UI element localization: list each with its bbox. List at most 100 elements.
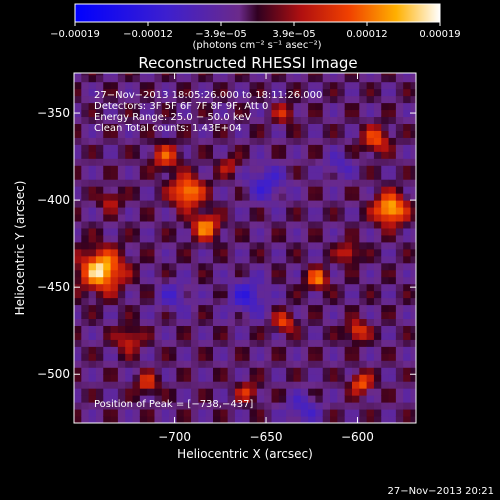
heatmap-pixel [249,95,258,104]
heatmap-pixel [308,360,316,368]
heatmap-pixel [381,207,390,215]
heatmap-pixel [395,311,404,320]
heatmap-pixel [293,234,302,243]
heatmap-pixel [161,241,170,250]
heatmap-pixel [300,332,309,340]
heatmap-pixel [373,74,382,83]
heatmap-pixel [410,73,416,76]
heatmap-pixel [110,234,119,243]
heatmap-pixel [337,283,346,292]
heatmap-pixel [330,304,338,313]
heatmap-pixel [344,276,353,285]
heatmap-pixel [117,116,126,124]
heatmap-pixel [308,116,316,124]
heatmap-pixel [169,227,177,236]
heatmap-pixel [220,325,229,333]
heatmap-pixel [205,137,214,145]
heatmap-pixel [154,74,163,83]
heatmap-pixel [205,339,214,347]
heatmap-pixel [322,151,331,159]
heatmap-pixel [176,276,185,285]
heatmap-pixel [271,304,280,313]
heatmap-pixel [183,73,192,76]
heatmap-pixel [81,109,90,118]
heatmap-pixel [278,186,287,194]
heatmap-pixel [81,332,90,340]
heatmap-pixel [220,311,229,320]
heatmap-pixel [403,137,412,145]
heatmap-pixel [117,269,126,278]
heatmap-pixel [205,81,214,90]
heatmap-pixel [95,73,104,76]
heatmap-pixel [191,214,199,222]
heatmap-pixel [315,353,324,361]
heatmap-pixel [176,297,185,306]
heatmap-pixel [308,207,316,215]
heatmap-pixel [161,158,170,166]
heatmap-pixel [271,186,280,194]
heatmap-pixel [264,409,273,417]
heatmap-pixel [191,276,199,285]
heatmap-pixel [388,311,397,320]
heatmap-pixel [293,416,302,423]
heatmap-pixel [330,388,338,396]
heatmap-pixel [81,325,90,333]
heatmap-pixel [300,172,309,180]
heatmap-pixel [322,332,331,340]
heatmap-pixel [205,158,214,166]
heatmap-pixel [198,325,207,333]
heatmap-pixel [315,102,324,111]
heatmap-pixel [110,165,119,173]
heatmap-pixel [381,74,390,83]
heatmap-pixel [103,186,112,194]
heatmap-pixel [351,200,360,208]
heatmap-pixel [227,172,236,180]
heatmap-pixel [110,269,119,278]
heatmap-pixel [74,325,82,333]
heatmap-pixel [366,290,375,299]
heatmap-pixel [95,200,104,208]
heatmap-pixel [176,95,185,104]
heatmap-pixel [278,262,287,271]
heatmap-pixel [359,276,368,285]
heatmap-pixel [154,116,163,124]
heatmap-pixel [154,102,163,111]
heatmap-pixel [88,255,97,264]
heatmap-pixel [161,88,170,97]
heatmap-pixel [183,416,192,423]
heatmap-pixel [198,248,207,257]
heatmap-pixel [293,248,302,257]
heatmap-pixel [110,395,119,403]
heatmap-pixel [286,388,294,396]
heatmap-pixel [212,325,221,333]
heatmap-pixel [249,325,258,333]
heatmap-pixel [125,102,134,111]
heatmap-pixel [271,374,280,382]
heatmap-pixel [234,339,243,347]
heatmap-pixel [212,262,221,271]
heatmap-pixel [264,179,273,187]
heatmap-pixel [256,165,265,173]
x-tick-label: −600 [341,430,374,444]
heatmap-pixel [147,388,155,396]
heatmap-pixel [234,179,243,187]
heatmap-pixel [176,311,185,320]
heatmap-pixel [88,304,97,313]
heatmap-pixel [234,325,243,333]
heatmap-pixel [125,214,134,222]
heatmap-pixel [286,353,294,361]
heatmap-pixel [330,200,338,208]
heatmap-pixel [278,248,287,257]
heatmap-pixel [183,297,192,306]
heatmap-pixel [147,221,155,229]
heatmap-pixel [293,332,302,340]
heatmap-pixel [191,339,199,347]
heatmap-pixel [117,290,126,299]
heatmap-pixel [293,304,302,313]
heatmap-pixel [198,332,207,340]
heatmap-pixel [132,227,141,236]
heatmap-pixel [373,395,382,403]
heatmap-pixel [344,416,353,423]
heatmap-pixel [395,172,404,180]
heatmap-pixel [308,241,316,250]
